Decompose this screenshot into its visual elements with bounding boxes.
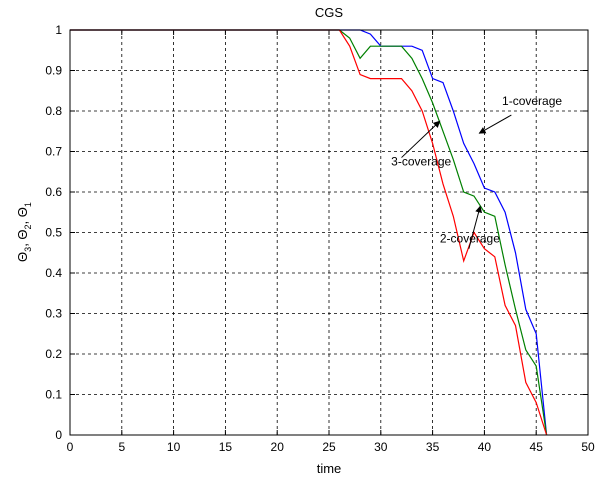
series-line-2-coverage: [70, 29, 548, 436]
y-label-symbol: Θ: [15, 207, 30, 217]
x-tick-label: 20: [271, 440, 285, 454]
x-tick-label: 25: [322, 440, 336, 454]
y-label-subscript: 3: [23, 247, 33, 252]
plot-frame: [69, 29, 589, 436]
x-tick-label: 10: [167, 440, 181, 454]
chart-title: CGS: [315, 5, 344, 20]
y-label-subscript: 1: [23, 202, 33, 207]
annotations: 1-coverage 3-coverage 2-coverage: [391, 94, 562, 249]
y-label-symbol: Θ: [15, 252, 30, 262]
series-line-3-coverage: [70, 29, 548, 436]
x-tick-label: 45: [530, 440, 544, 454]
y-tick-label: 0: [55, 428, 62, 442]
annotation-label: 2-coverage: [440, 232, 500, 246]
y-tick-label: 0.4: [45, 266, 62, 280]
x-tick-label: 0: [67, 440, 74, 454]
y-label-symbol: Θ: [15, 229, 30, 239]
x-tick-label: 40: [478, 440, 492, 454]
x-tick-label: 50: [581, 440, 595, 454]
y-label-separator: ,: [15, 217, 30, 224]
y-tick-label: 0.9: [45, 64, 62, 78]
y-tick-label: 0.1: [45, 388, 62, 402]
y-label-subscript: 2: [23, 224, 33, 229]
annotation-label: 3-coverage: [391, 155, 451, 169]
y-axis-label: Θ3, Θ2, Θ1: [15, 202, 33, 262]
annotation-arrow: [478, 114, 512, 134]
y-tick-label: 0.7: [45, 145, 62, 159]
x-tick-label: 30: [374, 440, 388, 454]
y-tick-label: 0.6: [45, 185, 62, 199]
x-axis-label: time: [317, 461, 342, 476]
y-tick-label: 0.3: [45, 307, 62, 321]
y-axis-ticks: 0 0.1 0.2 0.3 0.4 0.5 0.6 0.7 0.8 0.9 1: [45, 23, 588, 442]
y-tick-label: 1: [55, 23, 62, 37]
series-line-1-coverage: [70, 29, 548, 436]
y-tick-label: 0.2: [45, 347, 62, 361]
annotation-label: 1-coverage: [502, 94, 562, 108]
annotation-arrow: [468, 205, 483, 249]
y-tick-label: 0.5: [45, 226, 62, 240]
y-label-separator: ,: [15, 240, 30, 247]
x-tick-label: 5: [118, 440, 125, 454]
x-tick-label: 15: [219, 440, 233, 454]
series-lines: [70, 29, 548, 436]
y-tick-label: 0.8: [45, 104, 62, 118]
grid: [70, 30, 588, 435]
x-tick-label: 35: [426, 440, 440, 454]
annotation-arrow: [401, 120, 441, 158]
